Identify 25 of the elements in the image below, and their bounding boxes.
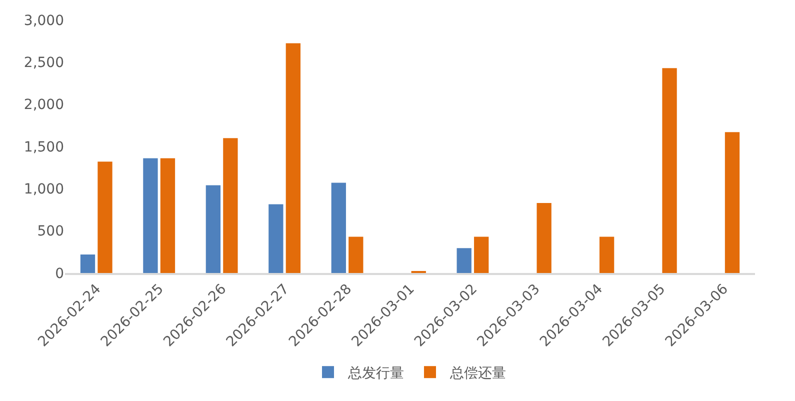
y-tick-label: 0 <box>55 266 64 282</box>
y-tick-label: 1,500 <box>24 139 64 156</box>
bar <box>206 185 221 273</box>
bar <box>160 158 176 273</box>
bar <box>348 236 364 273</box>
bar <box>223 138 238 273</box>
bar <box>143 158 158 273</box>
bar <box>474 236 489 273</box>
bar <box>456 248 472 273</box>
y-tick-label: 500 <box>37 224 64 240</box>
bar <box>268 204 284 273</box>
bar <box>98 162 112 273</box>
y-tick-label: 2,500 <box>24 55 64 72</box>
bar <box>80 254 96 273</box>
legend-label: 总发行量 <box>347 366 404 382</box>
y-tick-label: 1,000 <box>24 182 64 198</box>
bar <box>286 43 300 273</box>
y-tick-label: 2,000 <box>24 97 64 114</box>
bar <box>724 132 740 273</box>
bar <box>536 203 552 273</box>
legend-label: 总偿还量 <box>449 366 506 382</box>
bar <box>599 236 614 273</box>
bar <box>331 182 346 273</box>
bar <box>662 68 677 273</box>
y-tick-label: 3,000 <box>24 12 64 29</box>
